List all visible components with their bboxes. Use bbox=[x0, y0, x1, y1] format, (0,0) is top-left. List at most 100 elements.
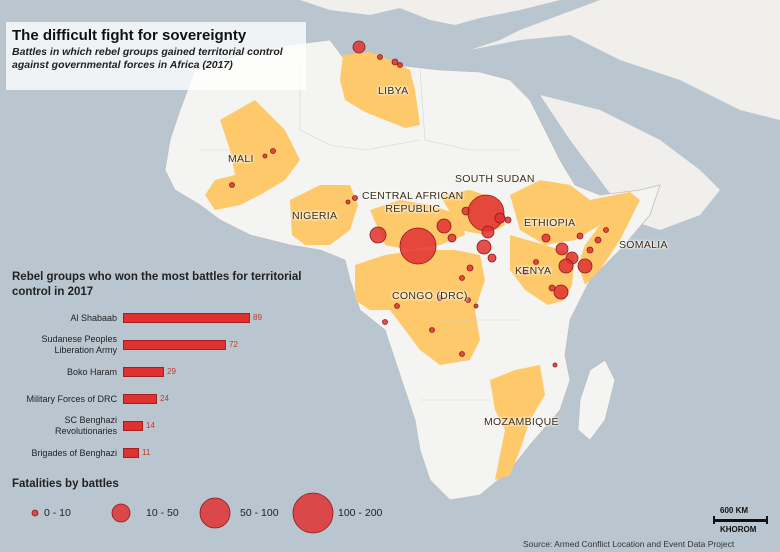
battle-bubble bbox=[553, 284, 569, 300]
europe-landmass bbox=[0, 0, 560, 25]
legend-label-100-200: 100 - 200 bbox=[338, 507, 383, 519]
battle-bubble bbox=[603, 227, 609, 233]
battle-bubble bbox=[270, 148, 276, 154]
battle-bubble bbox=[586, 246, 594, 254]
legend-circle-0-10 bbox=[31, 509, 39, 517]
battle-bubble bbox=[459, 275, 465, 281]
battle-bubble bbox=[522, 269, 528, 275]
bar-label: Brigades of Benghazi bbox=[31, 448, 117, 458]
battle-bubble bbox=[576, 232, 584, 240]
legend-label-50-100: 50 - 100 bbox=[240, 507, 279, 519]
battle-bubble bbox=[594, 236, 602, 244]
country-label-south-sudan: SOUTH SUDAN bbox=[455, 173, 535, 185]
country-label-mozambique: MOZAMBIQUE bbox=[484, 416, 559, 428]
bar-value: 29 bbox=[167, 367, 176, 376]
battle-bubble bbox=[459, 351, 465, 357]
country-label-ethiopia: ETHIOPIA bbox=[524, 217, 576, 229]
battle-bubble bbox=[555, 242, 569, 256]
bar bbox=[123, 313, 250, 323]
battle-bubble bbox=[533, 259, 539, 265]
battle-bubble bbox=[345, 199, 351, 205]
battle-bubble bbox=[447, 233, 457, 243]
bar-label: Military Forces of DRC bbox=[26, 394, 117, 404]
country-label-libya: LIBYA bbox=[378, 85, 409, 97]
scale-bar bbox=[713, 516, 768, 524]
drc-shape bbox=[355, 250, 485, 365]
bar bbox=[123, 367, 164, 377]
bar-label: Boko Haram bbox=[66, 367, 117, 377]
bar-label: SC Benghazi Revolutionaries bbox=[54, 415, 117, 436]
battle-bubble bbox=[399, 227, 437, 265]
battle-bubble bbox=[465, 297, 471, 303]
arabian-peninsula bbox=[540, 95, 720, 230]
battle-bubble bbox=[429, 327, 435, 333]
battle-bubble bbox=[391, 58, 399, 66]
legend-circle-50-100 bbox=[199, 497, 231, 529]
battle-bubble bbox=[552, 362, 558, 368]
legend-title: Fatalities by battles bbox=[12, 478, 119, 490]
bar bbox=[123, 340, 226, 350]
bar-value: 14 bbox=[146, 421, 155, 430]
bar-label: Al Shabaab bbox=[70, 313, 117, 323]
country-label-congo: CONGO (DRC) bbox=[392, 290, 468, 302]
bar bbox=[123, 448, 139, 458]
battle-bubble bbox=[369, 226, 387, 244]
battle-bubble bbox=[229, 182, 235, 188]
battle-bubble bbox=[504, 216, 512, 224]
battle-bubble bbox=[481, 225, 495, 239]
battle-bubble bbox=[473, 303, 479, 309]
legend-label-0-10: 0 - 10 bbox=[44, 507, 71, 519]
map-title: The difficult fight for sovereignty bbox=[12, 27, 247, 44]
battle-bubble bbox=[382, 319, 388, 325]
madagascar bbox=[577, 359, 616, 441]
libya-shape bbox=[340, 52, 420, 128]
battle-bubble bbox=[541, 233, 551, 243]
country-label-somalia: SOMALIA bbox=[619, 239, 668, 251]
map-subtitle: Battles in which rebel groups gained ter… bbox=[12, 46, 283, 71]
battle-bubble bbox=[437, 295, 443, 301]
battle-bubble bbox=[397, 62, 403, 68]
battle-bubble bbox=[352, 195, 358, 201]
legend-circle-100-200 bbox=[292, 492, 334, 534]
ethiopia-shape bbox=[510, 180, 600, 245]
legend-circle-10-50 bbox=[111, 503, 131, 523]
mali-shape bbox=[205, 100, 300, 210]
battle-bubble bbox=[436, 218, 452, 234]
nigeria-shape bbox=[290, 185, 358, 245]
bar-value: 24 bbox=[160, 394, 169, 403]
legend-label-10-50: 10 - 50 bbox=[146, 507, 179, 519]
battle-bubble bbox=[476, 239, 492, 255]
scale-distance: 600 KM bbox=[720, 506, 749, 515]
battle-bubble bbox=[262, 153, 268, 159]
bar-value: 11 bbox=[142, 448, 151, 457]
battle-bubble bbox=[548, 284, 556, 292]
source-note: Source: Armed Conflict Location and Even… bbox=[523, 539, 735, 549]
middle-east-landmass bbox=[470, 0, 780, 120]
car-shape bbox=[370, 200, 465, 250]
country-label-nigeria: NIGERIA bbox=[292, 210, 338, 222]
mozambique-shape bbox=[490, 365, 545, 480]
bar-chart-title: Rebel groups who won the most battles fo… bbox=[12, 271, 302, 298]
bar-label: Sudanese Peoples Liberation Army bbox=[41, 334, 117, 355]
battle-bubble bbox=[558, 258, 574, 274]
battle-bubble bbox=[494, 212, 506, 224]
scale-credit: KHOROM bbox=[720, 525, 757, 534]
battle-bubbles bbox=[229, 40, 609, 368]
legend-circles bbox=[31, 492, 334, 534]
battle-bubble bbox=[487, 253, 497, 263]
country-label-mali: MALI bbox=[228, 153, 254, 165]
title-panel bbox=[6, 22, 306, 90]
battle-bubble bbox=[577, 258, 593, 274]
bar-value: 72 bbox=[229, 340, 238, 349]
country-label-car: CENTRAL AFRICAN REPUBLIC bbox=[362, 190, 464, 215]
somalia-shape bbox=[578, 192, 640, 285]
country-label-kenya: KENYA bbox=[515, 265, 552, 277]
battle-bubble bbox=[352, 40, 366, 54]
bar bbox=[123, 394, 157, 404]
bar bbox=[123, 421, 143, 431]
battle-bubble bbox=[466, 264, 474, 272]
battle-bubble bbox=[377, 54, 383, 60]
battle-bubble bbox=[394, 303, 400, 309]
bar-value: 89 bbox=[253, 313, 262, 322]
